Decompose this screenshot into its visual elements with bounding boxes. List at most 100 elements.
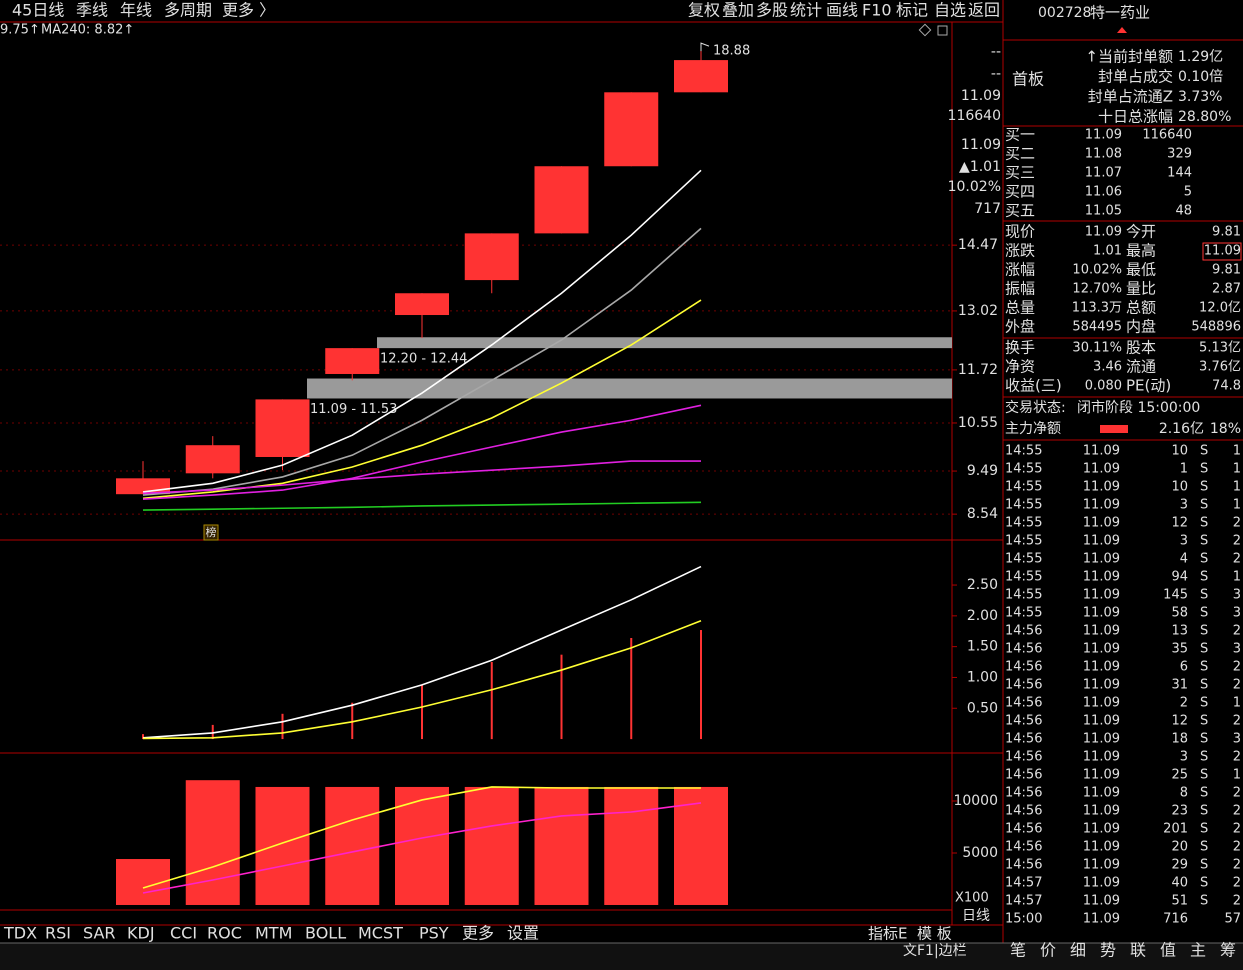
- ma-line: [142, 460, 701, 495]
- panel-tab[interactable]: 联: [1130, 941, 1146, 960]
- stat-label: 净资: [1005, 358, 1035, 376]
- toolbar-item[interactable]: F10: [862, 1, 892, 20]
- book-price: 11.09: [1085, 128, 1122, 143]
- toolbar-item[interactable]: 自选: [934, 1, 966, 20]
- main-force-value: 2.16亿: [1159, 421, 1204, 437]
- price-info: --: [991, 44, 1001, 60]
- stat-label: 内盘: [1126, 318, 1156, 336]
- stock-code: 002728: [1038, 5, 1091, 21]
- seal-label: 封单占成交: [1098, 68, 1173, 86]
- trade-price: 11.09: [1083, 732, 1120, 747]
- trade-volume: 18: [1171, 732, 1188, 747]
- toolbar-item[interactable]: 叠加: [722, 1, 754, 20]
- stat-value: 0.080: [1085, 379, 1122, 394]
- trade-volume: 51: [1171, 894, 1188, 909]
- trade-side: S: [1200, 570, 1208, 585]
- status-value: 闭市阶段 15:00:00: [1077, 399, 1200, 416]
- book-volume: 5: [1184, 185, 1192, 200]
- panel-tab[interactable]: 势: [1100, 941, 1116, 960]
- indicator-tab[interactable]: MCST: [358, 924, 403, 943]
- footer-tab[interactable]: 文F1|边栏: [903, 943, 967, 959]
- toolbar-item[interactable]: 45日线: [12, 1, 64, 20]
- trade-price: 11.09: [1083, 714, 1120, 729]
- book-volume: 48: [1175, 204, 1192, 219]
- trade-volume: 40: [1171, 876, 1188, 891]
- toolbar-item[interactable]: 复权: [688, 1, 720, 20]
- panel-tab[interactable]: 细: [1070, 941, 1086, 960]
- volume-bar: [185, 780, 240, 905]
- stat-value: 12.0亿: [1199, 301, 1241, 316]
- trade-volume: 10: [1171, 444, 1188, 459]
- collapse-icon[interactable]: [1117, 27, 1127, 33]
- trade-side: S: [1200, 462, 1208, 477]
- panel-tab[interactable]: 笔: [1010, 941, 1026, 960]
- volume-bar: [395, 786, 449, 905]
- trade-side: S: [1200, 606, 1208, 621]
- trade-count: 2: [1233, 516, 1241, 531]
- template-tab[interactable]: 模 板: [917, 925, 952, 943]
- indicator-tab[interactable]: BOLL: [305, 924, 346, 943]
- seal-label: 封单占流通Z: [1088, 88, 1173, 106]
- trade-side: S: [1200, 894, 1208, 909]
- trade-side: S: [1200, 624, 1208, 639]
- stat-label: 涨跌: [1005, 242, 1035, 260]
- book-price: 11.05: [1085, 204, 1122, 219]
- panel-tab[interactable]: 筹: [1220, 941, 1236, 960]
- trade-volume: 2: [1180, 696, 1188, 711]
- trade-side: S: [1200, 786, 1208, 801]
- indicator-tab[interactable]: SAR: [83, 924, 116, 943]
- indicator-tab[interactable]: PSY: [419, 924, 449, 943]
- stat-label: 今开: [1126, 223, 1156, 241]
- candle-body: [325, 348, 380, 374]
- toolbar-item[interactable]: 多周期: [164, 1, 212, 20]
- seal-label: 十日总涨幅: [1098, 108, 1173, 126]
- panel-tab[interactable]: 主: [1190, 941, 1206, 960]
- indicator-tab[interactable]: TDX: [3, 924, 37, 943]
- trade-time: 14:55: [1005, 606, 1042, 621]
- trade-volume: 10: [1171, 480, 1188, 495]
- marker: 榜: [206, 525, 217, 539]
- stat-label: 换手: [1005, 339, 1035, 357]
- book-price: 11.07: [1085, 166, 1122, 181]
- window-icon[interactable]: [937, 25, 948, 36]
- trade-price: 11.09: [1083, 858, 1120, 873]
- indicator-tab[interactable]: MTM: [255, 924, 292, 943]
- trade-volume: 23: [1171, 804, 1188, 819]
- trade-price: 11.09: [1083, 498, 1120, 513]
- toolbar-item[interactable]: 年线: [120, 1, 152, 20]
- trade-count: 3: [1233, 588, 1241, 603]
- indicator-tab[interactable]: 设置: [507, 924, 539, 943]
- legend-item: MA240: 8.82↑: [41, 23, 134, 38]
- indicator-tab[interactable]: ROC: [207, 924, 242, 943]
- board-tag: 首板: [1012, 70, 1044, 89]
- trade-price: 11.09: [1083, 642, 1120, 657]
- trade-volume: 13: [1171, 624, 1188, 639]
- trade-count: 2: [1233, 894, 1241, 909]
- toolbar-item[interactable]: 季线: [76, 1, 108, 20]
- trade-side: S: [1200, 696, 1208, 711]
- trade-count: 2: [1233, 660, 1241, 675]
- trade-price: 11.09: [1083, 552, 1120, 567]
- stat-value: 11.09: [1204, 244, 1241, 259]
- indicator-tab[interactable]: CCI: [170, 924, 197, 943]
- panel-tab[interactable]: 价: [1040, 941, 1056, 960]
- main-force-bar: [1100, 425, 1128, 433]
- price-zone: [377, 337, 952, 349]
- template-tab[interactable]: 指标E: [868, 925, 907, 943]
- indicator-tab[interactable]: KDJ: [127, 924, 155, 943]
- trade-price: 11.09: [1083, 462, 1120, 477]
- indicator-tab[interactable]: RSI: [45, 924, 71, 943]
- toolbar-item[interactable]: 多股: [756, 1, 788, 20]
- toolbar-item[interactable]: 返回: [968, 1, 1000, 20]
- toolbar-item[interactable]: 更多 〉: [222, 1, 275, 20]
- toolbar-item[interactable]: 统计: [790, 1, 822, 20]
- trade-volume: 716: [1163, 912, 1188, 927]
- ma-line: [142, 169, 702, 493]
- volume-bar: [534, 786, 589, 905]
- toolbar-item[interactable]: 画线: [826, 1, 858, 20]
- indicator-tab[interactable]: 更多: [462, 924, 494, 943]
- diamond-icon[interactable]: [918, 23, 932, 37]
- stat-value: 1.01: [1093, 244, 1122, 259]
- panel-tab[interactable]: 值: [1160, 941, 1176, 960]
- toolbar-item[interactable]: 标记: [896, 1, 928, 20]
